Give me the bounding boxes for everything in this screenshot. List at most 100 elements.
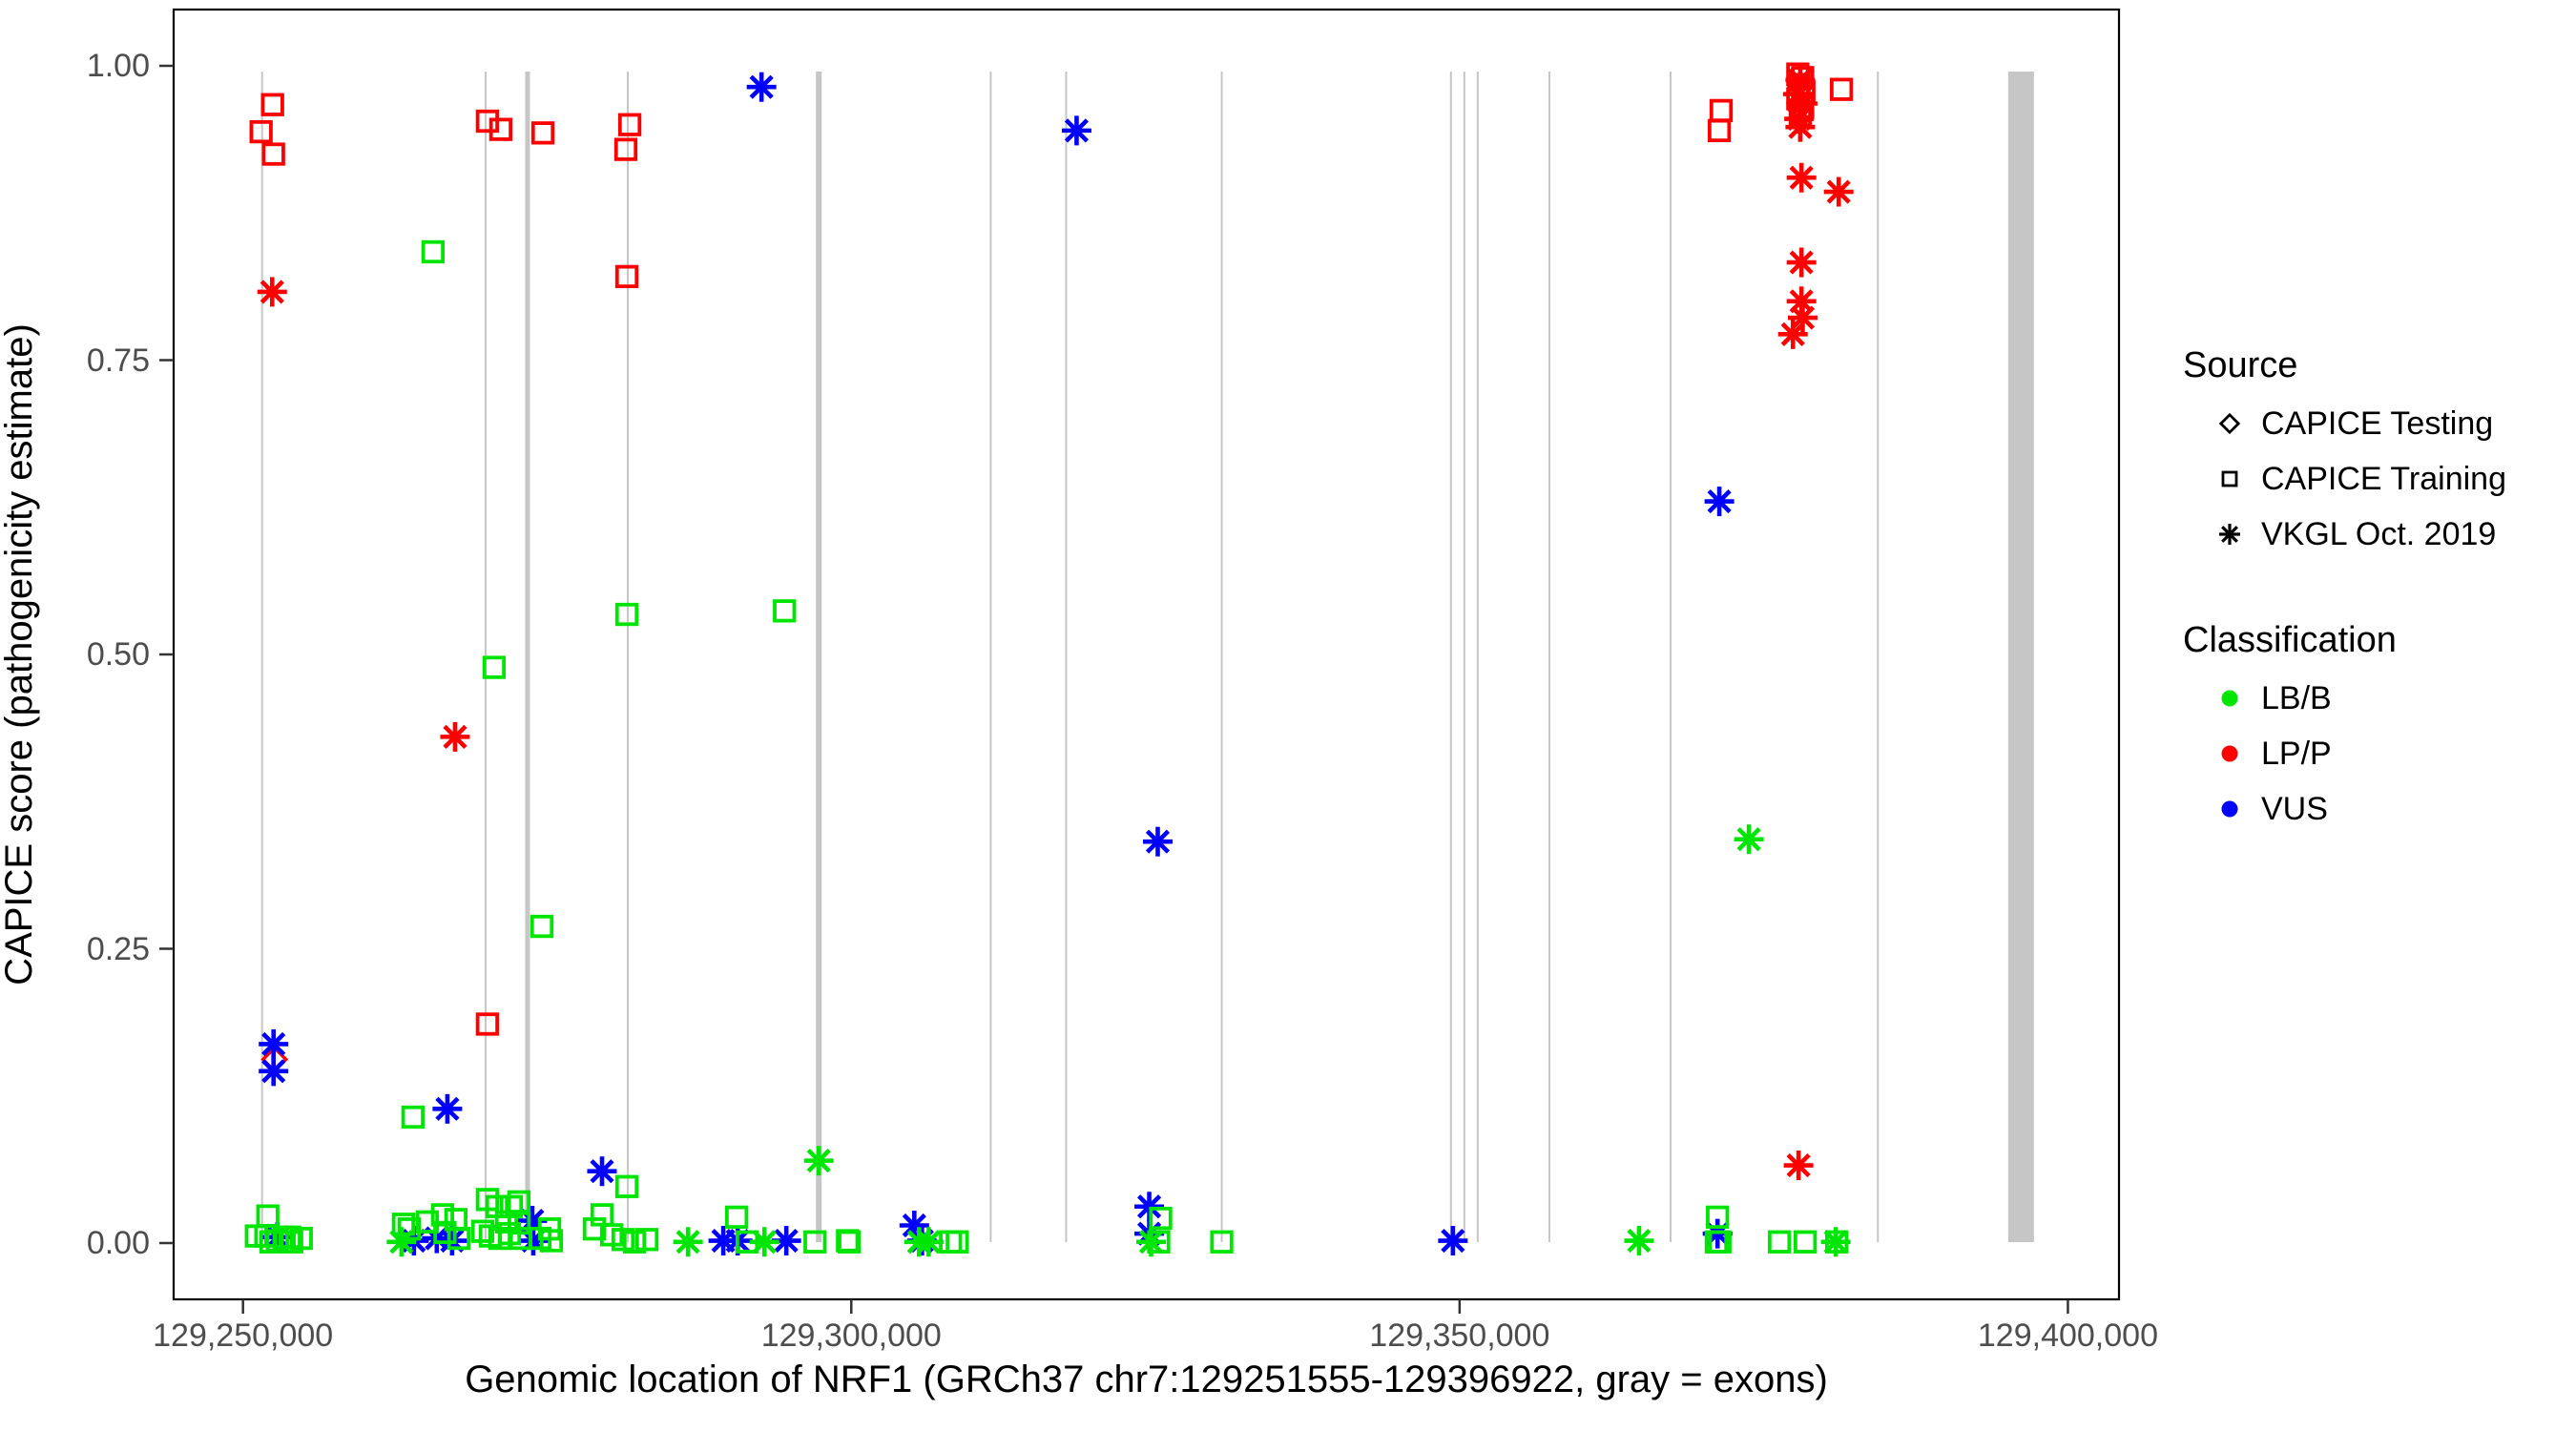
- data-point-square: [1210, 1230, 1234, 1254]
- data-point-square: [634, 1228, 659, 1252]
- data-point-square: [1706, 1205, 1730, 1230]
- data-point-asterisk: [259, 1056, 289, 1087]
- data-point-asterisk: [1823, 176, 1854, 207]
- data-point-square: [530, 121, 555, 145]
- data-point-square: [260, 93, 284, 116]
- data-point-asterisk: [1734, 824, 1764, 855]
- y-tick-label: 0.25: [86, 930, 150, 967]
- y-axis-title: CAPICE score (pathogenicity estimate): [0, 323, 40, 985]
- y-tick-label: 0.00: [86, 1225, 150, 1261]
- data-point-asterisk: [1777, 319, 1808, 349]
- data-point-square: [838, 1230, 862, 1254]
- data-point-asterisk: [673, 1227, 703, 1257]
- x-tick-label: 129,400,000: [1977, 1317, 2158, 1354]
- legend-item-source-diamond: CAPICE Testing: [2208, 403, 2493, 445]
- data-point-square: [1829, 77, 1854, 101]
- data-point-asterisk: [386, 1227, 417, 1257]
- x-axis-title: Genomic location of NRF1 (GRCh37 chr7:12…: [465, 1358, 1828, 1400]
- dot-icon: [2221, 690, 2238, 707]
- data-point-square: [433, 1220, 457, 1245]
- legend-item-class-lbb: LB/B: [2208, 677, 2332, 719]
- data-point-asterisk: [771, 1226, 801, 1256]
- data-point-square: [482, 655, 507, 679]
- data-point-asterisk: [1624, 1226, 1654, 1256]
- legend-item-source-asterisk-label: VKGL Oct. 2019: [2261, 515, 2497, 552]
- data-point-square: [401, 1105, 425, 1130]
- diamond-icon: [2218, 412, 2241, 435]
- legend-item-source-square: CAPICE Training: [2208, 458, 2506, 500]
- legend-item-source-diamond-label: CAPICE Testing: [2261, 404, 2494, 442]
- legend-item-class-lbb-label: LB/B: [2261, 679, 2332, 716]
- x-tick-label: 129,350,000: [1369, 1317, 1550, 1354]
- data-point-square: [614, 602, 639, 627]
- data-point-asterisk: [259, 1028, 289, 1059]
- data-point-square: [475, 1012, 500, 1036]
- data-point-asterisk: [746, 72, 777, 102]
- dot-icon: [2221, 745, 2238, 762]
- data-point-square: [773, 599, 797, 623]
- data-point-asterisk: [1786, 162, 1817, 193]
- data-point-square: [617, 113, 642, 136]
- data-point-asterisk: [1787, 302, 1818, 333]
- y-tick-label: 0.75: [86, 342, 150, 379]
- data-point-square: [539, 1229, 564, 1253]
- data-point-asterisk: [432, 1093, 463, 1124]
- dot-icon: [2221, 800, 2238, 818]
- data-point-square: [1793, 1230, 1818, 1254]
- data-point-square: [1767, 1230, 1792, 1254]
- data-point-square: [261, 142, 285, 166]
- legend-source-title: Source: [2183, 345, 2298, 385]
- data-point-square: [724, 1205, 749, 1230]
- data-point-square: [494, 1210, 519, 1234]
- legend-item-class-lpp: LP/P: [2208, 733, 2332, 775]
- legend-classification-title: Classification: [2183, 620, 2397, 660]
- data-point-square: [421, 239, 446, 264]
- data-point-square: [537, 1217, 562, 1241]
- data-point-square: [249, 119, 273, 144]
- data-point-asterisk: [1061, 115, 1091, 146]
- data-point-asterisk: [1783, 1151, 1814, 1181]
- data-point-square: [488, 117, 513, 141]
- data-point-square: [499, 1194, 524, 1218]
- data-point-square: [945, 1230, 969, 1254]
- data-point-square: [613, 137, 638, 161]
- data-point-square: [430, 1203, 454, 1227]
- y-tick-label: 1.00: [86, 48, 150, 84]
- data-point-square: [447, 1226, 471, 1251]
- data-point-square: [259, 1230, 283, 1254]
- legend-item-source-square-label: CAPICE Training: [2261, 460, 2506, 497]
- legend-item-class-lpp-label: LP/P: [2261, 735, 2332, 772]
- data-point-asterisk: [1135, 1227, 1166, 1257]
- plot-panel: [172, 8, 2121, 1301]
- data-point-square: [622, 1230, 647, 1254]
- square-icon: [2221, 470, 2238, 487]
- data-point-asterisk: [1438, 1226, 1468, 1256]
- data-point-asterisk: [1142, 826, 1173, 857]
- data-point-square: [582, 1217, 607, 1241]
- data-point-square: [614, 264, 639, 289]
- data-point-asterisk: [257, 277, 287, 307]
- data-point-square: [1708, 1230, 1732, 1254]
- legend-item-class-vus-label: VUS: [2261, 790, 2328, 827]
- data-point-asterisk: [1785, 112, 1816, 142]
- data-point-asterisk: [803, 1146, 834, 1176]
- data-point-asterisk: [1704, 487, 1735, 517]
- data-point-square: [470, 1219, 495, 1243]
- data-point-asterisk: [440, 721, 470, 752]
- legend-item-class-vus: VUS: [2208, 788, 2328, 830]
- asterisk-icon: [2219, 524, 2240, 545]
- x-tick-label: 129,250,000: [153, 1317, 334, 1354]
- data-point-square: [803, 1230, 827, 1254]
- data-point-asterisk: [913, 1227, 944, 1257]
- data-point-asterisk: [749, 1227, 779, 1257]
- data-point-asterisk: [587, 1156, 617, 1187]
- data-point-square: [530, 914, 554, 939]
- data-point-square: [1149, 1206, 1173, 1231]
- legend-item-source-asterisk: VKGL Oct. 2019: [2208, 513, 2496, 555]
- data-point-square: [614, 1174, 639, 1198]
- data-point-asterisk: [1786, 247, 1817, 278]
- y-tick-label: 0.50: [86, 636, 150, 673]
- data-point-square: [1707, 118, 1732, 143]
